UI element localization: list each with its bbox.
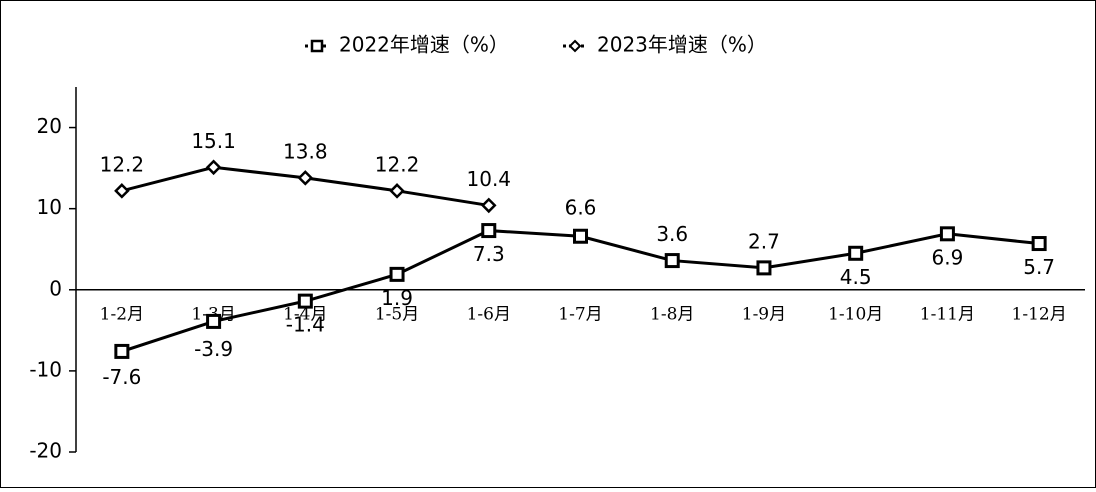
x-tick-label: 1-11月	[920, 304, 975, 324]
y-tick-label: 20	[37, 114, 62, 138]
x-tick-label: 1-6月	[467, 304, 511, 324]
point	[664, 253, 680, 269]
data-label: 4.5	[840, 265, 872, 289]
y-tick-label: -20	[29, 439, 62, 463]
data-label: -1.4	[286, 313, 325, 337]
data-label: 3.6	[656, 222, 688, 246]
legend-label: 2023年增速（%）	[597, 33, 767, 57]
point	[297, 170, 314, 186]
legend-label: 2022年增速（%）	[339, 33, 509, 57]
legend-marker	[568, 39, 582, 53]
point	[205, 159, 222, 176]
data-label: 2.7	[748, 229, 780, 253]
point	[206, 313, 222, 329]
point	[481, 197, 497, 214]
data-label: -3.9	[194, 337, 233, 361]
y-tick-label: 10	[37, 195, 62, 219]
data-label: 15.1	[191, 129, 236, 153]
y-tick-label: 0	[49, 276, 62, 300]
x-tick-label: 1-7月	[558, 304, 602, 324]
point	[481, 223, 497, 239]
data-label: 6.6	[565, 196, 597, 220]
legend-marker	[310, 39, 324, 53]
data-label: 5.7	[1023, 255, 1055, 279]
point	[389, 266, 405, 282]
point	[1031, 236, 1047, 252]
data-label: 10.4	[467, 167, 512, 191]
point	[114, 183, 130, 199]
point	[573, 228, 588, 244]
x-tick-label: 1-4月	[283, 304, 327, 324]
x-tick-label: 1-8月	[650, 304, 694, 324]
data-label: 1.9	[381, 286, 413, 310]
point	[939, 226, 955, 242]
point	[756, 260, 772, 276]
y-tick-label: -10	[29, 357, 62, 381]
data-label: 12.2	[375, 152, 420, 176]
x-tick-label: 1-2月	[100, 304, 144, 324]
data-label: 12.2	[100, 152, 145, 176]
x-tick-label: 1-9月	[742, 304, 786, 324]
data-label: 6.9	[932, 245, 964, 269]
point	[389, 183, 405, 199]
data-label: 13.8	[283, 139, 328, 163]
point	[848, 245, 864, 261]
x-tick-label: 1-10月	[828, 304, 883, 324]
x-tick-label: 1-12月	[1012, 304, 1067, 324]
data-label: -7.6	[102, 365, 141, 389]
data-label: 7.3	[473, 242, 505, 266]
point	[297, 293, 313, 309]
x-tick-label: 1-5月	[375, 304, 419, 324]
point	[114, 343, 130, 359]
